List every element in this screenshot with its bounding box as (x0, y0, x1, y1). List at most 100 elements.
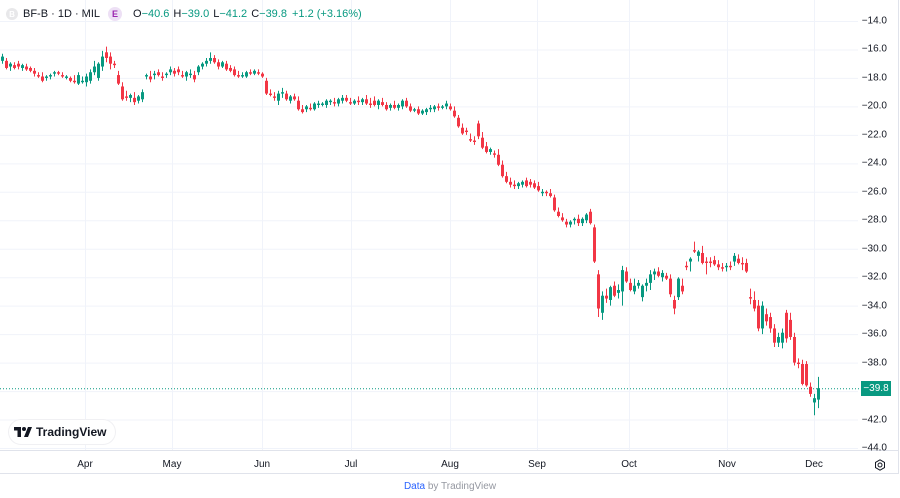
time-axis-label: Apr (77, 459, 93, 470)
candle-body (561, 217, 564, 221)
candle-body (785, 312, 788, 339)
candle-body (49, 75, 52, 77)
candle-body (613, 285, 616, 296)
candle-body (285, 93, 288, 100)
candle-body (685, 265, 688, 268)
data-link[interactable]: Data (403, 481, 426, 492)
candle-body (161, 76, 164, 78)
candle-body (81, 80, 84, 83)
candle-body (329, 100, 332, 103)
candlestick-plot[interactable] (0, 0, 900, 474)
candle-body (229, 67, 232, 71)
candle-body (133, 97, 136, 103)
candle-body (529, 181, 532, 185)
candle-body (709, 261, 712, 263)
candle-body (33, 70, 36, 74)
candle-body (545, 191, 548, 194)
candle-body (57, 72, 60, 74)
candle-body (749, 297, 752, 299)
candle-body (349, 102, 352, 104)
candle-body (373, 100, 376, 105)
candle-body (641, 285, 644, 298)
tradingview-logo[interactable]: TradingView (9, 420, 116, 444)
candle-body (345, 97, 348, 101)
candle-body (357, 100, 360, 103)
candle-body (53, 72, 56, 74)
candle-body (661, 272, 664, 278)
candle-body (797, 362, 800, 365)
candle-body (809, 386, 812, 394)
candle-body (481, 137, 484, 148)
candle-body (733, 255, 736, 262)
candle-body (605, 295, 608, 299)
candle-body (665, 275, 668, 279)
candle-body (581, 218, 584, 224)
candle-body (393, 104, 396, 108)
candle-body (65, 76, 68, 78)
candle-body (757, 305, 760, 329)
candle-body (721, 267, 724, 269)
candle-body (293, 96, 296, 100)
candle-body (705, 261, 708, 263)
candle-body (153, 73, 156, 76)
candle-body (365, 99, 368, 104)
candle-body (337, 99, 340, 104)
candle-body (729, 265, 732, 268)
candle-body (41, 76, 44, 81)
candle-body (577, 218, 580, 224)
candle-body (209, 58, 212, 61)
candle-body (501, 164, 504, 177)
candle-body (309, 107, 312, 110)
symbol-title[interactable]: BF-B · 1D · MIL (23, 8, 101, 20)
symbol-logo-icon: B (6, 8, 18, 20)
candle-body (385, 104, 388, 110)
candle-body (789, 319, 792, 337)
close-value: −39.8 (259, 8, 287, 20)
candle-body (85, 76, 88, 83)
time-axis-label: Nov (718, 459, 736, 470)
candle-body (353, 100, 356, 104)
candle-body (97, 63, 100, 78)
candle-body (1, 56, 4, 61)
candle-body (13, 65, 16, 68)
candle-body (29, 67, 32, 71)
time-axis-label: Jul (344, 459, 358, 470)
candle-body (201, 63, 204, 67)
price-axis-label: −36.0 (861, 328, 887, 340)
candle-body (401, 100, 404, 107)
candle-body (101, 56, 104, 67)
candle-body (389, 104, 392, 108)
price-axis-label: −34.0 (861, 300, 887, 312)
price-axis-label: −30.0 (861, 243, 887, 255)
candle-body (669, 278, 672, 295)
candle-body (237, 75, 240, 77)
settings-gear-icon[interactable] (874, 459, 886, 471)
close-label: C (251, 8, 260, 20)
candle-body (249, 72, 252, 74)
candle-body (277, 93, 280, 101)
candle-body (517, 183, 520, 187)
candle-body (653, 271, 656, 275)
candle-body (677, 278, 680, 298)
candle-body (409, 106, 412, 111)
candle-body (625, 271, 628, 282)
price-axis-label: −24.0 (861, 157, 887, 169)
price-axis-label: −38.0 (861, 357, 887, 369)
candle-body (233, 69, 236, 76)
candle-body (645, 282, 648, 286)
candle-body (145, 75, 148, 77)
candle-body (601, 295, 604, 313)
exchange-badge-icon[interactable]: E (108, 7, 123, 21)
current-price-tag: −39.8 (861, 381, 891, 396)
footer-attribution: Data by TradingView (0, 481, 900, 492)
time-axis-label: May (162, 459, 182, 470)
candle-body (425, 109, 428, 113)
high-value: −39.0 (181, 8, 210, 20)
candle-body (541, 191, 544, 194)
candle-body (457, 117, 460, 127)
candle-body (157, 72, 160, 76)
candle-body (397, 104, 400, 108)
high-label: H (173, 8, 182, 20)
price-axis-label: −14.0 (861, 15, 887, 27)
chart-frame[interactable] (0, 0, 899, 474)
